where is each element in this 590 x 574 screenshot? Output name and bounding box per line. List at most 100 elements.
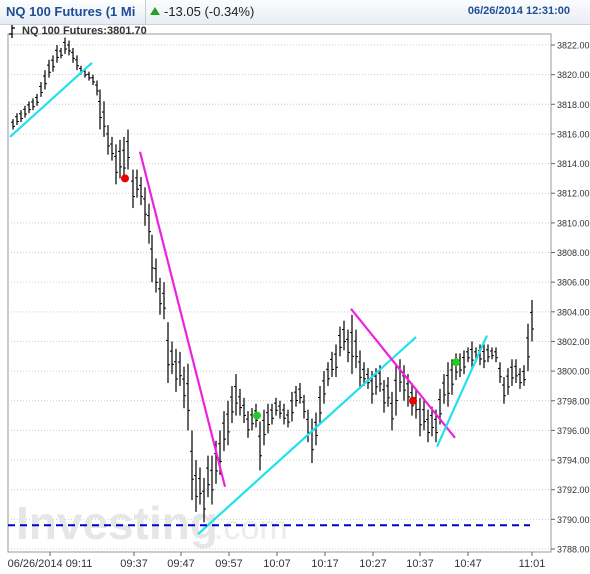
price-change: -13.05 (-0.34%) [150,4,254,19]
ohlc-bar [450,359,454,395]
ohlc-bar [290,391,294,422]
y-tick-label: 3814.00 [557,159,590,169]
ohlc-bar [298,382,302,404]
ohlc-bar [530,299,534,342]
ohlc-bar [15,113,19,126]
uptrend-line [9,61,93,138]
ohlc-bar [67,40,71,56]
ohlc-bar [506,368,510,395]
watermark-logo: Investing .com [16,497,288,549]
y-tick-label: 3808.00 [557,248,590,258]
grid-lines [8,44,551,550]
trendlines [9,61,489,535]
y-tick-label: 3788.00 [557,545,590,555]
ohlc-bar [494,347,498,363]
ohlc-bar [19,110,23,123]
ohlc-bar [266,403,270,434]
sell-signal-dot [121,174,129,183]
ohlc-bar [238,388,242,416]
ohlc-bar [242,397,246,423]
sell-signal-dot [409,396,417,405]
ohlc-bar [346,329,350,363]
instrument-title-tab[interactable]: NQ 100 Futures (1 Mi [0,0,146,24]
ohlc-bar [71,47,75,63]
ohlc-bar [274,397,278,416]
ohlc-bar [426,409,430,443]
plot-area [7,33,552,553]
ohlc-bar [47,59,51,78]
ohlc-bar [202,477,206,523]
y-tick-label: 3796.00 [557,426,590,436]
ohlc-bar [326,362,330,386]
quote-datetime: 06/26/2014 12:31:00 [467,5,570,17]
x-axis: 06/26/2014 09:11 09:37 09:47 09:57 10:07 10:1… [8,552,545,570]
x-tick-label: 09:57 [215,558,243,570]
ohlc-bar [186,363,190,431]
ohlc-bar [330,351,334,378]
ohlc-bar [226,400,230,446]
x-tick-label: 10:17 [311,558,339,570]
y-tick-label: 3800.00 [557,367,590,377]
ohlc-bar [442,374,446,404]
ohlc-bar [262,409,266,446]
ohlc-bar [131,169,135,209]
ohlc-bar [114,144,118,185]
uptrend-line [435,335,489,448]
y-tick-label: 3806.00 [557,278,590,288]
ohlc-bar [354,329,358,369]
y-tick-label: 3798.00 [557,396,590,406]
ohlc-bar [302,394,306,419]
ohlc-bar [386,377,390,407]
ohlc-bar [222,411,226,452]
ohlc-bar [194,460,198,512]
ohlc-bar [178,351,182,386]
ohlc-bar [110,136,114,161]
ohlc-bar [522,365,526,386]
y-tick-label: 3792.00 [557,485,590,495]
ohlc-bar [422,400,426,431]
downtrend-line [350,308,456,439]
y-tick-label: 3810.00 [557,218,590,228]
ohlc-bar [174,348,178,392]
ohlc-bar [91,74,95,86]
chart-header: NQ 100 Futures (1 Mi -13.05 (-0.34%) 06/… [0,0,590,25]
ohlc-bar [51,55,55,72]
ohlc-bar [162,282,166,320]
uptrend-line [197,336,417,535]
ohlc-bar [198,467,202,505]
ohlc-bar [43,70,47,90]
ohlc-bar [154,258,158,293]
ohlc-bar [418,397,422,437]
ohlc-bar-icon [9,25,15,38]
ohlc-bar [394,365,398,416]
ohlc-bar [135,169,139,198]
y-tick-label: 3812.00 [557,189,590,199]
ohlc-bar [139,176,143,206]
ohlc-bar [470,341,474,369]
y-tick-label: 3794.00 [557,456,590,466]
ohlc-bar [35,93,39,106]
legend-label: NQ 100 Futures:3801.70 [22,25,147,37]
ohlc-bar [230,385,234,423]
ohlc-bar [147,203,151,244]
ohlc-bar [462,350,466,375]
ohlc-bar [39,82,43,97]
ohlc-bar [362,362,366,386]
ohlc-bar [87,71,91,81]
y-tick-label: 3820.00 [557,70,590,80]
ohlc-bar [366,368,370,389]
ohlc-bar [498,362,502,383]
ohlc-bar [466,347,470,363]
ohlc-bar [322,371,326,404]
ohlc-bar [446,362,450,407]
x-tick-label: 10:37 [406,558,434,570]
ohlc-bar [234,374,238,416]
x-tick-label: 10:47 [454,558,482,570]
watermark-text: Investing [16,497,218,549]
ohlc-bar [118,139,122,179]
legend: NQ 100 Futures:3801.70 [9,25,147,38]
ohlc-bar [282,403,286,425]
ohlc-bar [430,406,434,437]
ohlc-bar [182,366,186,409]
